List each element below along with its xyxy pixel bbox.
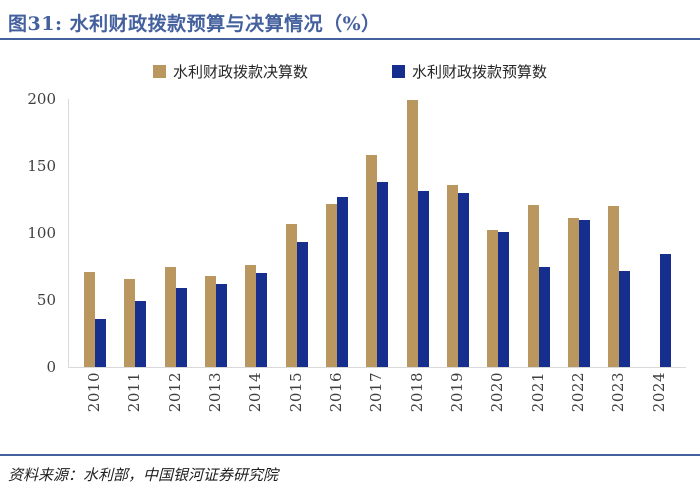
bar-budget-2017	[377, 182, 389, 367]
chart-legend: 水利财政拨款决算数 水利财政拨款预算数	[0, 60, 700, 82]
legend-item-0: 水利财政拨款决算数	[152, 61, 308, 82]
bar-budget-2023	[619, 270, 631, 367]
x-tick-label: 2023	[609, 372, 628, 413]
bar-group-2019	[438, 99, 478, 367]
bar-final-2015	[285, 223, 297, 367]
source-note: 资料来源：水利部，中国银河证券研究院	[8, 466, 279, 484]
bar-final-2018	[406, 100, 418, 367]
x-tick-label: 2022	[569, 372, 588, 413]
bar-group-2010	[75, 99, 115, 367]
bar-group-2013	[196, 99, 236, 367]
bar-group-2015	[277, 99, 317, 367]
y-axis: 0 50 100 150 200	[0, 90, 62, 376]
bar-final-2021	[527, 204, 539, 367]
bar-final-2011	[124, 278, 136, 367]
figure-title: 图31: 水利财政拨款预算与决算情况（%）	[8, 13, 381, 35]
x-cell-2010: 2010	[74, 372, 114, 432]
legend-swatch-icon	[392, 64, 405, 78]
bar-budget-2019	[458, 192, 470, 367]
x-cell-2017: 2017	[356, 372, 396, 432]
x-tick-label: 2020	[488, 372, 507, 413]
bar-final-2013	[205, 275, 217, 367]
title-divider	[0, 38, 700, 40]
bar-final-2019	[447, 184, 459, 367]
legend-label: 水利财政拨款预算数	[412, 62, 548, 81]
y-tick-label: 150	[27, 157, 56, 175]
x-tick-label: 2012	[165, 372, 184, 413]
bar-group-2016	[317, 99, 357, 367]
x-cell-2013: 2013	[195, 372, 235, 432]
bar-budget-2024	[659, 254, 671, 367]
bar-final-2023	[608, 206, 620, 367]
bar-final-2020	[487, 230, 499, 367]
y-tick-label: 200	[27, 90, 56, 108]
x-cell-2022: 2022	[558, 372, 598, 432]
x-cell-2024: 2024	[639, 372, 679, 432]
x-tick-label: 2024	[649, 372, 668, 413]
x-cell-2018: 2018	[397, 372, 437, 432]
x-cell-2020: 2020	[477, 372, 517, 432]
bar-budget-2020	[498, 231, 510, 367]
bar-group-2011	[115, 99, 155, 367]
bar-budget-2022	[579, 219, 591, 367]
x-tick-label: 2017	[367, 372, 386, 413]
bar-budget-2011	[135, 301, 147, 367]
x-cell-2016: 2016	[316, 372, 356, 432]
bar-group-2020	[478, 99, 518, 367]
x-axis: 2010 2011 2012 2013 2014 2015 2016 2017 2018 2019…	[68, 372, 685, 432]
bar-group-2024	[640, 99, 680, 367]
y-tick-label: 50	[36, 291, 56, 309]
bar-budget-2021	[538, 266, 550, 367]
x-tick-label: 2019	[448, 372, 467, 413]
bar-final-2017	[366, 155, 378, 367]
x-tick-label: 2015	[286, 372, 305, 413]
x-tick-label: 2021	[528, 372, 547, 413]
bar-group-2012	[156, 99, 196, 367]
bar-final-2022	[568, 218, 580, 367]
x-tick-label: 2010	[85, 372, 104, 413]
x-cell-2012: 2012	[155, 372, 195, 432]
bar-final-2012	[164, 266, 176, 367]
bar-budget-2014	[256, 273, 268, 367]
bar-budget-2015	[296, 242, 308, 367]
x-cell-2021: 2021	[518, 372, 558, 432]
bar-budget-2016	[337, 196, 349, 367]
x-tick-label: 2011	[125, 372, 144, 413]
x-tick-label: 2018	[407, 372, 426, 413]
bar-group-2023	[599, 99, 639, 367]
bar-group-2022	[559, 99, 599, 367]
x-cell-2014: 2014	[235, 372, 275, 432]
legend-swatch-icon	[152, 64, 166, 78]
x-cell-2019: 2019	[437, 372, 477, 432]
x-cell-2015: 2015	[276, 372, 316, 432]
bar-group-2014	[236, 99, 276, 367]
legend-item-1: 水利财政拨款预算数	[392, 61, 547, 82]
bars-row	[69, 99, 686, 367]
bar-final-2016	[326, 203, 338, 367]
x-tick-label: 2013	[206, 372, 225, 413]
y-tick-label: 100	[27, 224, 56, 242]
plot-area	[68, 99, 686, 368]
bar-group-2017	[357, 99, 397, 367]
x-tick-label: 2016	[327, 372, 346, 413]
y-tick-label: 0	[46, 358, 56, 376]
bar-final-2010	[84, 271, 96, 367]
bar-budget-2010	[95, 318, 107, 367]
footer-divider	[0, 454, 700, 456]
bar-group-2018	[398, 99, 438, 367]
legend-label: 水利财政拨款决算数	[172, 62, 308, 81]
x-cell-2023: 2023	[598, 372, 638, 432]
bar-group-2021	[519, 99, 559, 367]
x-tick-label: 2014	[246, 372, 265, 413]
bar-final-2014	[245, 265, 257, 367]
x-cell-2011: 2011	[114, 372, 154, 432]
bar-budget-2013	[216, 283, 228, 367]
bar-budget-2018	[417, 191, 429, 367]
bar-budget-2012	[175, 287, 187, 367]
